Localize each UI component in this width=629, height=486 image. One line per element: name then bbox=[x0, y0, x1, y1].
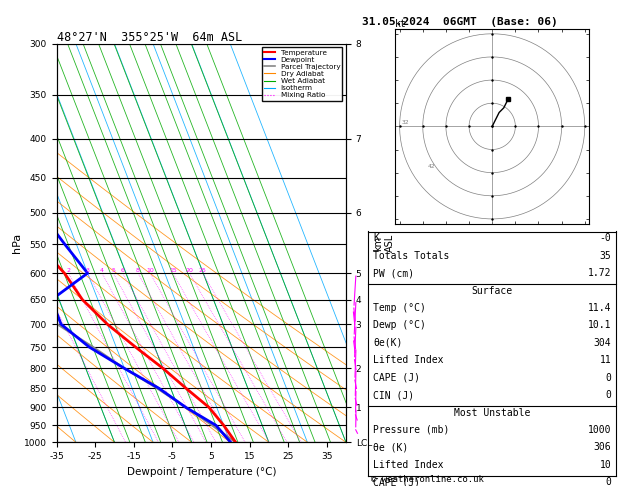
Text: θe(K): θe(K) bbox=[373, 338, 403, 348]
Text: Pressure (mb): Pressure (mb) bbox=[373, 425, 449, 435]
Text: Totals Totals: Totals Totals bbox=[373, 251, 449, 260]
Y-axis label: hPa: hPa bbox=[13, 233, 23, 253]
Text: © weatheronline.co.uk: © weatheronline.co.uk bbox=[371, 474, 484, 484]
Text: 11: 11 bbox=[599, 355, 611, 365]
Text: -0: -0 bbox=[599, 233, 611, 243]
Y-axis label: km
ASL: km ASL bbox=[373, 234, 395, 252]
Text: 6: 6 bbox=[121, 268, 125, 273]
Text: Lifted Index: Lifted Index bbox=[373, 460, 443, 470]
Text: 2: 2 bbox=[67, 268, 70, 273]
Text: 306: 306 bbox=[594, 442, 611, 452]
Text: 31.05.2024  06GMT  (Base: 06): 31.05.2024 06GMT (Base: 06) bbox=[362, 17, 557, 27]
Text: 304: 304 bbox=[594, 338, 611, 348]
Text: 15: 15 bbox=[169, 268, 177, 273]
Text: 4: 4 bbox=[100, 268, 104, 273]
Text: 3: 3 bbox=[86, 268, 90, 273]
Text: 0: 0 bbox=[606, 373, 611, 382]
Text: Surface: Surface bbox=[472, 286, 513, 295]
Text: 0: 0 bbox=[606, 477, 611, 486]
Text: PW (cm): PW (cm) bbox=[373, 268, 414, 278]
Text: 10: 10 bbox=[599, 460, 611, 470]
Text: 32: 32 bbox=[402, 120, 409, 125]
Text: 0: 0 bbox=[606, 390, 611, 400]
Text: 20: 20 bbox=[186, 268, 194, 273]
Text: CAPE (J): CAPE (J) bbox=[373, 373, 420, 382]
Legend: Temperature, Dewpoint, Parcel Trajectory, Dry Adiabat, Wet Adiabat, Isotherm, Mi: Temperature, Dewpoint, Parcel Trajectory… bbox=[262, 47, 342, 101]
Text: CAPE (J): CAPE (J) bbox=[373, 477, 420, 486]
X-axis label: Dewpoint / Temperature (°C): Dewpoint / Temperature (°C) bbox=[126, 467, 276, 477]
Text: 10: 10 bbox=[147, 268, 154, 273]
Text: 35: 35 bbox=[599, 251, 611, 260]
Text: Dewp (°C): Dewp (°C) bbox=[373, 320, 426, 330]
Text: K: K bbox=[373, 233, 379, 243]
Text: Lifted Index: Lifted Index bbox=[373, 355, 443, 365]
Text: 10.1: 10.1 bbox=[588, 320, 611, 330]
Text: 25: 25 bbox=[199, 268, 207, 273]
Text: θe (K): θe (K) bbox=[373, 442, 408, 452]
Text: 1000: 1000 bbox=[588, 425, 611, 435]
Text: 11.4: 11.4 bbox=[588, 303, 611, 313]
Text: 1.72: 1.72 bbox=[588, 268, 611, 278]
Text: 5: 5 bbox=[111, 268, 115, 273]
Text: Temp (°C): Temp (°C) bbox=[373, 303, 426, 313]
Text: 8: 8 bbox=[136, 268, 140, 273]
Text: CIN (J): CIN (J) bbox=[373, 390, 414, 400]
Text: 48°27'N  355°25'W  64m ASL: 48°27'N 355°25'W 64m ASL bbox=[57, 31, 242, 44]
Text: kt: kt bbox=[395, 19, 407, 29]
Text: Most Unstable: Most Unstable bbox=[454, 408, 530, 417]
Text: 42: 42 bbox=[427, 164, 435, 169]
